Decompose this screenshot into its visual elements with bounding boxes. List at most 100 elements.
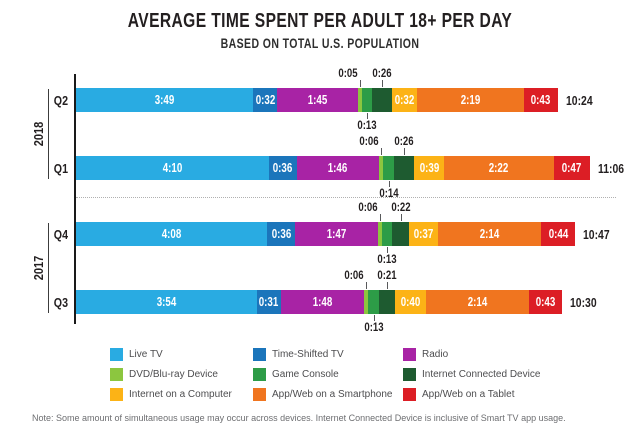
callout-value-game-console: 0:14 — [378, 186, 399, 200]
segment-value-label: 2:22 — [489, 161, 509, 175]
callout-value-internet-connected-device: 0:26 — [394, 134, 414, 148]
callout-tick — [388, 181, 390, 187]
footnote: Note: Some amount of simultaneous usage … — [32, 413, 566, 423]
year-bracket — [48, 89, 49, 179]
bar-segment-dvd-blu-ray-device — [358, 88, 363, 112]
bar-total-label: 10:24 — [565, 93, 593, 108]
callout-tick — [380, 148, 382, 155]
bar-segment-app-web-on-a-tablet: 0:47 — [553, 156, 590, 180]
callout-value-internet-connected-device: 0:21 — [377, 268, 397, 282]
bar-segment-live-tv: 3:54 — [76, 290, 257, 314]
quarter-label-q4: Q4 — [53, 227, 68, 242]
quarter-label-q3: Q3 — [53, 295, 68, 310]
segment-value-label: 0:40 — [400, 295, 420, 309]
segment-value-label: 2:14 — [467, 295, 488, 309]
legend-item-game-console: Game Console — [253, 367, 339, 381]
bar-segment-internet-connected-device — [392, 222, 410, 246]
legend-swatch-icon — [403, 387, 416, 401]
year-bracket — [48, 223, 49, 313]
bar-segment-internet-connected-device — [393, 156, 414, 180]
legend-item-dvd-blu-ray-device: DVD/Blu-ray Device — [110, 367, 218, 381]
legend-swatch-icon — [253, 347, 266, 361]
callout-value-dvd-blu-ray-device: 0:06 — [344, 268, 364, 282]
segment-value-label: 4:10 — [162, 161, 183, 175]
segment-value-label: 0:36 — [271, 227, 292, 241]
callout-value-game-console: 0:13 — [363, 320, 384, 334]
bar-segment-app-web-on-a-smartphone: 2:14 — [425, 290, 529, 314]
legend-item-app-web-on-a-tablet: App/Web on a Tablet — [403, 387, 514, 401]
bar-segment-radio: 1:45 — [277, 88, 359, 112]
callout-value-game-console: 0:13 — [377, 252, 398, 266]
bar-segment-time-shifted-tv: 0:36 — [268, 156, 297, 180]
legend-label: App/Web on a Smartphone — [272, 388, 393, 400]
bar-segment-time-shifted-tv: 0:32 — [252, 88, 278, 112]
legend-label: App/Web on a Tablet — [422, 388, 515, 400]
legend-swatch-icon — [403, 367, 416, 381]
bar-segment-internet-on-a-computer: 0:39 — [414, 156, 445, 180]
bar-segment-internet-connected-device — [372, 88, 393, 112]
legend-label: Radio — [422, 348, 449, 360]
callout-tick — [387, 247, 389, 253]
year-label-2018: 2018 — [31, 121, 46, 147]
bar-segment-game-console — [382, 222, 393, 246]
legend-item-app-web-on-a-smartphone: App/Web on a Smartphone — [253, 387, 392, 401]
legend-swatch-icon — [253, 387, 266, 401]
segment-value-label: 1:46 — [327, 161, 348, 175]
legend-label: Time-Shifted TV — [272, 348, 344, 360]
callout-tick — [367, 113, 369, 119]
bar-segment-app-web-on-a-tablet: 0:43 — [524, 88, 558, 112]
bar-segment-dvd-blu-ray-device — [378, 156, 384, 180]
stacked-bar-q2: 3:49 0:32 1:45 0:32 2:19 0:43 — [76, 88, 558, 112]
quarter-label-q1: Q1 — [53, 161, 68, 176]
callout-tick — [360, 80, 362, 87]
bar-total-label: 10:47 — [583, 227, 610, 242]
legend-item-time-shifted-tv: Time-Shifted TV — [253, 347, 344, 361]
segment-value-label: 0:47 — [562, 161, 582, 175]
stacked-bar-q3: 3:54 0:31 1:48 0:40 2:14 0:43 — [76, 290, 563, 314]
callout-value-internet-connected-device: 0:22 — [391, 200, 411, 214]
stacked-bar-q4: 4:08 0:36 1:47 0:37 2:14 0:44 — [76, 222, 576, 246]
callout-tick — [380, 214, 382, 221]
legend-label: Internet Connected Device — [422, 368, 541, 380]
bar-segment-game-console — [368, 290, 379, 314]
segment-value-label: 2:14 — [479, 227, 500, 241]
callout-tick — [366, 282, 368, 289]
segment-value-label: 1:47 — [326, 227, 347, 241]
legend-item-live-tv: Live TV — [110, 347, 163, 361]
bar-segment-app-web-on-a-smartphone: 2:22 — [444, 156, 554, 180]
segment-value-label: 0:44 — [548, 227, 569, 241]
bar-segment-app-web-on-a-smartphone: 2:14 — [437, 222, 542, 246]
bar-segment-time-shifted-tv: 0:31 — [256, 290, 281, 314]
year-divider-line — [76, 197, 616, 198]
bar-segment-live-tv: 4:10 — [76, 156, 269, 180]
segment-value-label: 1:45 — [308, 93, 328, 107]
callout-tick — [382, 80, 384, 87]
bar-segment-dvd-blu-ray-device — [377, 222, 383, 246]
bar-segment-internet-on-a-computer: 0:37 — [409, 222, 438, 246]
legend-item-radio: Radio — [403, 347, 448, 361]
stacked-bar-q1: 4:10 0:36 1:46 0:39 2:22 0:47 — [76, 156, 590, 180]
quarter-label-q2: Q2 — [53, 93, 68, 108]
legend-label: Game Console — [272, 368, 339, 380]
segment-value-label: 0:36 — [273, 161, 293, 175]
segment-value-label: 1:48 — [312, 295, 332, 309]
bar-segment-app-web-on-a-smartphone: 2:19 — [417, 88, 525, 112]
page-title: AVERAGE TIME SPENT PER ADULT 18+ PER DAY — [127, 10, 513, 32]
segment-value-label: 0:32 — [255, 93, 275, 107]
callout-value-internet-connected-device: 0:26 — [372, 66, 393, 80]
bar-segment-internet-on-a-computer: 0:32 — [392, 88, 418, 112]
y-axis-line — [74, 74, 76, 324]
legend-item-internet-on-a-computer: Internet on a Computer — [110, 387, 232, 401]
bar-segment-internet-connected-device — [378, 290, 395, 314]
bar-segment-radio: 1:46 — [296, 156, 379, 180]
segment-value-label: 0:32 — [394, 93, 415, 107]
segment-value-label: 3:49 — [154, 93, 175, 107]
legend-swatch-icon — [110, 387, 123, 401]
bar-segment-game-console — [362, 88, 373, 112]
legend-swatch-icon — [110, 367, 123, 381]
bar-segment-radio: 1:48 — [280, 290, 364, 314]
bar-segment-app-web-on-a-tablet: 0:44 — [541, 222, 576, 246]
segment-value-label: 3:54 — [156, 295, 177, 309]
callout-value-dvd-blu-ray-device: 0:06 — [359, 134, 379, 148]
